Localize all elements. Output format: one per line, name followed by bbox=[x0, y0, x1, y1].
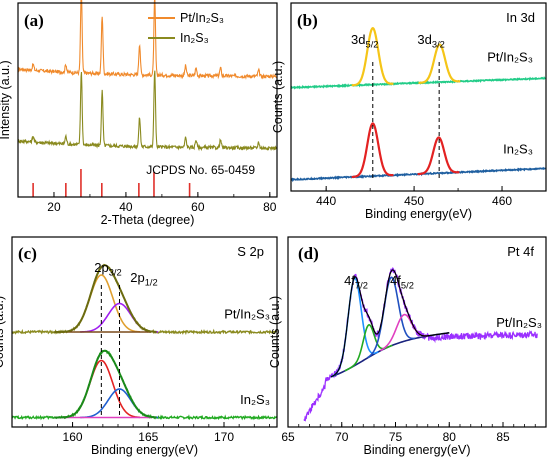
reference-label: JCPDS No. 65-0459 bbox=[146, 163, 255, 177]
x-tick-label: 60 bbox=[191, 200, 205, 214]
xrd-series-line bbox=[17, 0, 278, 80]
peak-label-1: 3d3/2 bbox=[417, 32, 444, 50]
peak-label-1-base: 4f bbox=[390, 273, 401, 288]
corner-label: Pt 4f bbox=[507, 244, 534, 259]
peak-label-0-base: 4f bbox=[344, 273, 355, 288]
corner-label: S 2p bbox=[237, 244, 264, 259]
panel-letter: (d) bbox=[298, 244, 319, 263]
peak-label-0: 2p3/2 bbox=[94, 260, 121, 278]
in3d-fit-peak bbox=[351, 122, 394, 179]
pt4f-component bbox=[367, 276, 415, 359]
peak-label-1-sub: 1/2 bbox=[145, 278, 158, 288]
panel-letter: (c) bbox=[18, 244, 37, 263]
peak-label-0: 4f7/2 bbox=[344, 273, 368, 291]
x-tick-label: 440 bbox=[316, 194, 336, 208]
x-axis-label: Binding energy(eV) bbox=[365, 207, 472, 221]
panel-letter: (a) bbox=[24, 11, 44, 30]
peak-label-0-sub: 3/2 bbox=[109, 268, 122, 278]
x-axis-label: Binding energy(eV) bbox=[91, 443, 198, 457]
pt4f-raw-line bbox=[303, 267, 538, 422]
x-tick-label: 80 bbox=[263, 200, 277, 214]
series-label: In₂S₃ bbox=[503, 141, 533, 156]
peak-label-0-base: 3d bbox=[351, 32, 365, 47]
x-tick-label: 40 bbox=[119, 200, 133, 214]
y-axis-label: Intensity (a.u.) bbox=[0, 60, 12, 139]
peak-label-0-sub: 7/2 bbox=[355, 281, 368, 291]
in3d-fit-peak bbox=[418, 43, 461, 84]
plot-frame bbox=[11, 236, 278, 428]
series-label: Pt/In₂S₃ bbox=[487, 49, 533, 64]
x-tick-label: 460 bbox=[492, 194, 512, 208]
plot-frame bbox=[17, 2, 278, 198]
legend-entry: In₂S₃ bbox=[180, 31, 209, 45]
in3d-baseline bbox=[290, 76, 546, 90]
x-tick-label: 170 bbox=[214, 430, 234, 444]
s2p-raw-line bbox=[11, 349, 278, 421]
x-tick-label: 450 bbox=[404, 194, 424, 208]
peak-label-1: 2p1/2 bbox=[130, 270, 157, 288]
peak-label-1-sub: 5/2 bbox=[401, 281, 414, 291]
y-axis-label: Counts (a.u.) bbox=[268, 296, 282, 368]
x-tick-label: 65 bbox=[281, 430, 295, 444]
xrd-series-line bbox=[17, 70, 278, 152]
corner-label: In 3d bbox=[506, 10, 535, 25]
peak-label-1-base: 2p bbox=[130, 270, 144, 285]
x-tick-label: 70 bbox=[335, 430, 349, 444]
x-tick-label: 80 bbox=[443, 430, 457, 444]
peak-label-1-sub: 3/2 bbox=[432, 40, 445, 50]
pt4f-envelope bbox=[330, 269, 450, 378]
panel-a: JCPDS No. 65-0459 Pt/In₂S₃ In₂S₃ (a) 20 40 60 8… bbox=[0, 0, 278, 227]
x-tick-label: 85 bbox=[496, 430, 510, 444]
series-label: Pt/In₂S₃ bbox=[496, 315, 542, 330]
x-tick-label: 20 bbox=[47, 200, 61, 214]
panel-letter: (b) bbox=[297, 11, 318, 30]
x-axis-label: Binding energy(eV) bbox=[363, 443, 470, 457]
s2p-envelope bbox=[54, 349, 157, 419]
peak-label-0-sub: 5/2 bbox=[366, 40, 379, 50]
peak-label-1: 4f5/2 bbox=[390, 273, 414, 291]
peak-label-1-base: 3d bbox=[417, 32, 431, 47]
x-tick-label: 165 bbox=[138, 430, 158, 444]
x-axis-label: 2-Theta (degree) bbox=[101, 213, 195, 227]
legend-entry: Pt/In₂S₃ bbox=[180, 11, 224, 25]
series-label: In₂S₃ bbox=[240, 392, 270, 407]
series-label: Pt/In₂S₃ bbox=[224, 307, 270, 322]
peak-label-0-base: 2p bbox=[94, 260, 108, 275]
x-tick-label: 160 bbox=[63, 430, 83, 444]
in3d-fit-peak bbox=[417, 136, 460, 176]
peak-label-0: 3d5/2 bbox=[351, 32, 378, 50]
x-tick-label: 75 bbox=[389, 430, 403, 444]
y-axis-label: Counts (a.u.) bbox=[0, 296, 6, 368]
in3d-fit-peak bbox=[351, 27, 394, 87]
s2p-envelope bbox=[54, 264, 157, 333]
y-axis-label: Counts (a.u.) bbox=[271, 61, 285, 133]
plot-frame bbox=[290, 2, 547, 192]
